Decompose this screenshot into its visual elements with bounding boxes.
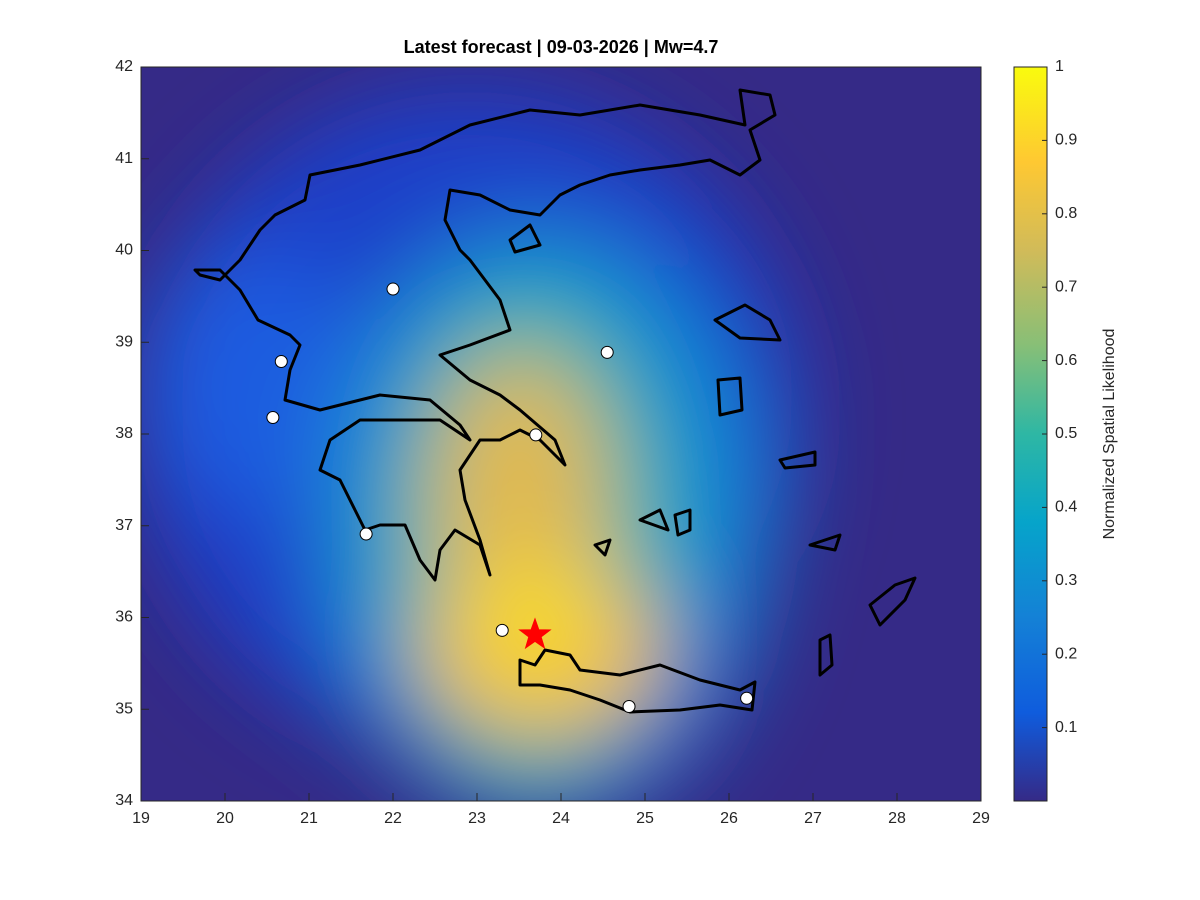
x-tick-label: 19 [132, 810, 150, 827]
x-tick-label: 23 [468, 810, 486, 827]
colorbar-tick-label: 0.3 [1055, 572, 1077, 589]
x-tick-label: 28 [888, 810, 906, 827]
station [495, 623, 509, 637]
x-tick-label: 22 [384, 810, 402, 827]
y-tick-label: 34 [115, 792, 133, 809]
epicenter [518, 617, 552, 650]
y-tick-label: 39 [115, 333, 133, 350]
x-tick-label: 24 [552, 810, 570, 827]
x-tick-label: 26 [720, 810, 738, 827]
x-tick-label: 27 [804, 810, 822, 827]
colorbar-tick-label: 0.9 [1055, 132, 1077, 149]
likelihood-field [141, 67, 981, 801]
station [386, 282, 400, 296]
station [274, 355, 288, 369]
colorbar [1013, 66, 1048, 802]
y-tick-label: 36 [115, 609, 133, 626]
colorbar-tick-label: 0.2 [1055, 645, 1077, 662]
x-tick-label: 25 [636, 810, 654, 827]
colorbar-tick-label: 0.5 [1055, 425, 1077, 442]
colorbar-tick-label: 1 [1055, 58, 1064, 75]
station [529, 428, 543, 442]
station [740, 691, 754, 705]
colorbar-tick-label: 0.4 [1055, 499, 1077, 516]
station [359, 527, 373, 541]
colorbar-tick-label: 0.7 [1055, 278, 1077, 295]
y-tick-label: 41 [115, 150, 133, 167]
colorbar-tick-label: 0.6 [1055, 352, 1077, 369]
coastline [193, 88, 917, 714]
y-tick-label: 42 [115, 58, 133, 75]
station [622, 699, 636, 713]
y-tick-label: 35 [115, 700, 133, 717]
y-tick-label: 40 [115, 242, 133, 259]
colorbar-label: Normalized Spatial Likelihood [1101, 329, 1118, 540]
x-tick-label: 29 [972, 810, 990, 827]
x-tick-label: 20 [216, 810, 234, 827]
colorbar-tick-label: 0.8 [1055, 205, 1077, 222]
y-tick-label: 38 [115, 425, 133, 442]
station [266, 410, 280, 424]
y-tick-label: 37 [115, 517, 133, 534]
colorbar-tick-label: 0.1 [1055, 719, 1077, 736]
x-tick-label: 21 [300, 810, 318, 827]
station [600, 345, 614, 359]
chart-title: Latest forecast | 09-03-2026 | Mw=4.7 [404, 37, 719, 57]
